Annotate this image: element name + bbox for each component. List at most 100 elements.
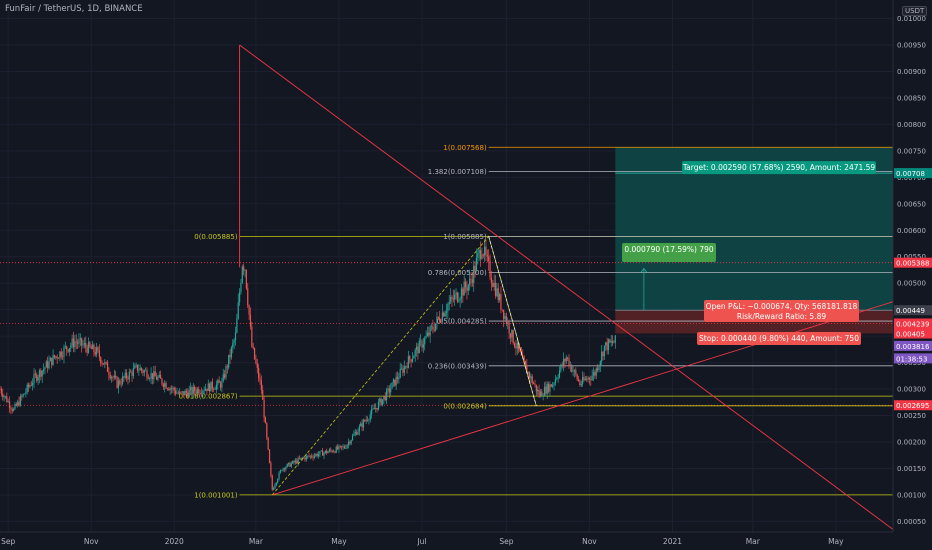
candle-body [323, 452, 325, 456]
candle-body [292, 461, 294, 464]
candle-body [460, 288, 463, 299]
candle-body [501, 309, 503, 311]
x-tick-label: Sep [1, 537, 15, 546]
candle-body [135, 364, 137, 367]
y-tick-label: 0.00800 [897, 121, 926, 129]
candle-body [402, 368, 404, 373]
candle-body [447, 304, 449, 312]
candle-body [577, 379, 580, 381]
candle-body [377, 401, 380, 410]
candle-body [244, 270, 246, 271]
trend-line [272, 301, 894, 496]
fib-level-label: 0(0.005885) [194, 233, 238, 241]
candle-body [255, 359, 257, 364]
candle-body [82, 344, 84, 346]
candle-body [275, 482, 277, 486]
candle-body [225, 366, 227, 378]
stop-label-bg [697, 332, 861, 345]
candle-body [360, 423, 362, 427]
candle-body [217, 380, 219, 385]
candle-body [213, 388, 215, 390]
price-label: 0.00708 [896, 170, 925, 178]
price-label-bg [894, 168, 932, 179]
price-axis-bg [893, 0, 932, 550]
candle-body [590, 379, 592, 381]
candle-body [474, 265, 476, 271]
candle-body [64, 346, 66, 348]
y-tick-label: 0.00650 [897, 200, 926, 208]
candle-body [561, 364, 563, 366]
candle-body [528, 372, 531, 379]
candle-body [15, 404, 17, 406]
candle-body [241, 266, 243, 283]
candle-body [492, 282, 494, 287]
candle-body [500, 294, 502, 310]
y-tick-label: 0.01000 [897, 15, 926, 23]
candle-body [403, 366, 405, 373]
candle-body [180, 391, 182, 393]
candle-body [417, 346, 419, 354]
candle-body [149, 378, 151, 380]
candle-body [467, 284, 469, 291]
candle-body [62, 356, 64, 358]
candle-body [234, 332, 237, 341]
candle-body [522, 355, 524, 357]
candle-body [56, 356, 58, 359]
candle-body [104, 362, 106, 365]
candle-body [67, 349, 69, 352]
candle-body [8, 401, 11, 408]
candle-body [170, 388, 173, 389]
candle-body [89, 342, 91, 347]
candle-body [496, 288, 498, 296]
candle-body [51, 357, 53, 365]
candle-body [13, 408, 15, 411]
candle-body [334, 451, 336, 453]
candle-body [441, 312, 444, 322]
fib-level-label: 1(0.001001) [194, 491, 238, 499]
candle-body [70, 345, 72, 349]
candle-body [519, 349, 521, 352]
candle-body [112, 376, 114, 378]
candle-body [418, 340, 420, 354]
candle-body [181, 391, 184, 392]
candle-body [200, 392, 203, 394]
candle-body [452, 298, 454, 300]
candle-body [455, 292, 457, 295]
candle-body [400, 368, 403, 370]
candle-body [100, 357, 102, 364]
candle-body [277, 479, 279, 483]
candle-body [96, 347, 98, 355]
candle-body [304, 457, 306, 460]
y-tick-label: 0.00200 [897, 439, 926, 447]
candle-body [17, 401, 19, 406]
candle-body [312, 456, 314, 458]
candle-body [550, 384, 552, 387]
candle-body [422, 344, 424, 348]
candle-body [192, 387, 194, 394]
x-tick-label: Jul [416, 537, 426, 546]
candle-body [293, 461, 295, 463]
candle-body [497, 288, 499, 301]
candle-body [173, 387, 175, 391]
candle-body [330, 449, 332, 451]
candle-body [138, 370, 140, 371]
candle-body [252, 346, 254, 348]
y-tick-label: 0.00250 [897, 412, 926, 420]
candle-body [338, 445, 340, 450]
pnl-label-text: Risk/Reward Ratio: 5.89 [737, 312, 826, 321]
candle-body [78, 339, 80, 344]
candle-body [381, 399, 384, 405]
candle-body [390, 388, 392, 393]
candle-body [481, 254, 483, 259]
candle-body [0, 389, 2, 394]
candle-body [429, 326, 431, 336]
currency-badge[interactable]: USDT [902, 6, 928, 16]
candle-body [411, 358, 414, 362]
y-tick-label: 0.00100 [897, 491, 926, 499]
candle-body [119, 380, 121, 384]
candle-body [383, 395, 385, 400]
price-label-bg [894, 340, 932, 351]
candle-body [598, 365, 600, 371]
